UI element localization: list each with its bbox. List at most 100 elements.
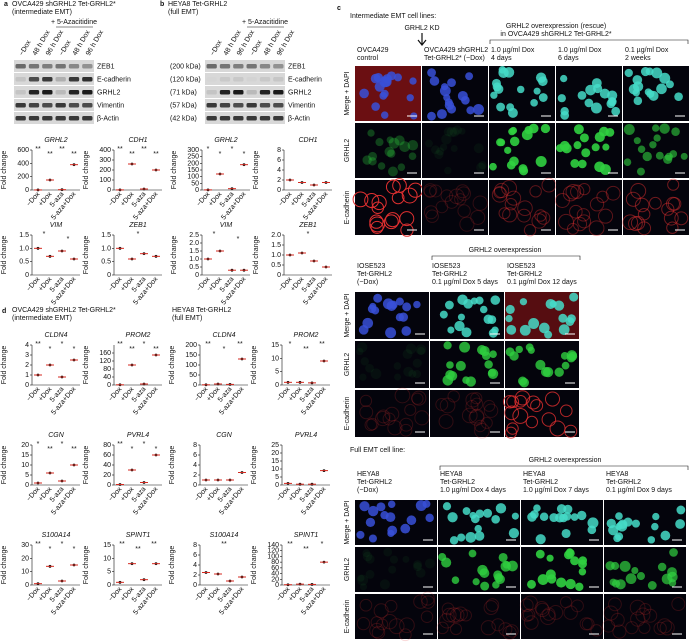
blot-band: [82, 64, 93, 69]
membrane: [559, 596, 573, 609]
plot-title: PVRL4: [295, 432, 317, 439]
nucleus: [425, 513, 434, 523]
membrane: [382, 412, 396, 426]
blot-band: [15, 64, 26, 69]
blot-label: ZEB1: [97, 64, 115, 71]
nucleus: [478, 160, 487, 170]
membrane: [491, 186, 508, 203]
lane-label: −Dox: [58, 39, 73, 57]
column-label: OVCA429: [357, 47, 389, 54]
membrane: [577, 214, 592, 229]
membrane: [666, 221, 679, 234]
plot-title: SPINT1: [294, 532, 319, 539]
membrane: [404, 403, 417, 416]
micrograph: [521, 594, 603, 639]
nucleus: [461, 327, 472, 338]
membrane: [525, 415, 539, 429]
nucleus: [594, 161, 605, 173]
nucleus: [375, 138, 384, 147]
y-tick-label: 80: [271, 559, 279, 566]
micrograph: [355, 594, 437, 639]
membrane: [473, 419, 487, 433]
y-tick-label: 100: [99, 177, 111, 184]
significance: *: [73, 346, 76, 353]
membrane: [535, 602, 550, 618]
nucleus: [505, 304, 515, 314]
y-tick-label: 0.5: [101, 259, 111, 266]
significance: *: [61, 441, 64, 448]
nucleus: [385, 512, 396, 523]
y-tick-label: 40: [271, 571, 279, 578]
significance: *: [289, 341, 292, 348]
panel-subtitle: (full EMT): [168, 9, 198, 16]
nucleus: [577, 90, 587, 100]
membrane: [493, 182, 510, 199]
y-tick-label: 6: [193, 452, 197, 459]
y-tick-label: 4: [193, 462, 197, 469]
significance: **: [129, 151, 135, 158]
significance: **: [35, 146, 41, 153]
y-tick-label: 0: [107, 272, 111, 279]
nucleus: [519, 377, 529, 388]
nucleus: [466, 106, 475, 115]
panel-label: c: [337, 5, 341, 12]
blot-band: [82, 103, 93, 108]
y-tick-label: 2.0: [189, 240, 199, 247]
kd-label: GRHL2 KD: [404, 25, 439, 32]
row-label: Merge + DAPI: [344, 71, 351, 115]
y-tick-label: 20: [21, 442, 29, 449]
nucleus: [402, 555, 410, 563]
blot-band: [233, 116, 244, 121]
nucleus: [546, 574, 557, 584]
nucleus: [535, 156, 547, 168]
nucleus: [491, 326, 499, 334]
membrane: [512, 408, 529, 424]
membrane: [536, 211, 551, 225]
nucleus: [427, 111, 436, 121]
blot-band: [247, 77, 257, 82]
nucleus: [611, 106, 621, 116]
nucleus: [407, 139, 419, 151]
column-label: IOSE523: [432, 263, 461, 270]
membrane: [521, 609, 534, 622]
membrane: [440, 189, 454, 202]
row-label: E-cadherin: [344, 599, 351, 633]
y-tick-label: 2: [277, 177, 281, 184]
blot-band: [259, 90, 271, 95]
nucleus: [394, 373, 402, 381]
membrane: [559, 404, 573, 418]
blot-band: [15, 90, 26, 95]
membrane: [470, 392, 483, 405]
y-tick-label: 2: [193, 472, 197, 479]
membrane: [558, 213, 574, 230]
nucleus: [653, 134, 661, 142]
membrane: [674, 211, 689, 226]
column-label: Tet-GRHL2: [507, 271, 542, 278]
y-tick-label: 2.5: [189, 232, 199, 239]
nucleus: [515, 345, 523, 354]
nucleus: [577, 510, 587, 521]
nucleus: [525, 343, 534, 352]
nucleus: [581, 148, 591, 158]
membrane: [544, 391, 561, 407]
y-tick-label: 150: [185, 352, 197, 359]
blot-band: [68, 103, 80, 108]
y-tick-label: 15: [271, 342, 279, 349]
nucleus: [446, 126, 457, 138]
blot-strip: [14, 60, 94, 72]
significance: *: [61, 341, 64, 348]
nucleus: [613, 534, 622, 543]
membrane: [453, 606, 468, 622]
membrane: [457, 204, 471, 218]
nucleus: [400, 523, 411, 534]
blot-strip: [14, 112, 94, 124]
significance: *: [37, 441, 40, 448]
nucleus: [560, 110, 570, 120]
micrograph: [355, 341, 429, 388]
nucleus: [625, 573, 637, 585]
membrane: [671, 597, 686, 612]
nucleus: [424, 558, 436, 569]
plot-title: CLDN4: [45, 332, 68, 339]
membrane: [523, 595, 538, 611]
nucleus: [413, 560, 423, 570]
